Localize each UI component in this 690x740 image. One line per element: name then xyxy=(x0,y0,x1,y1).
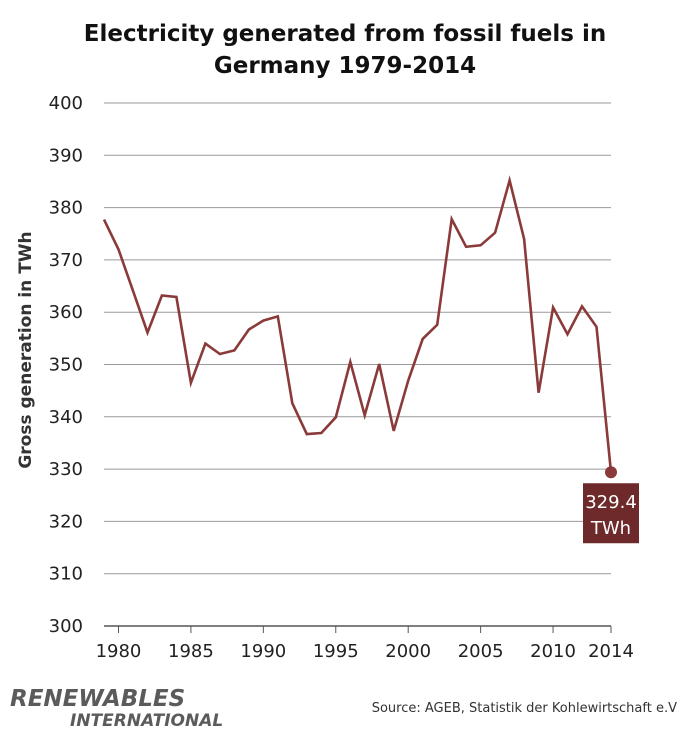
logo-line-1: RENEWABLES xyxy=(10,686,185,712)
source-note: Source: AGEB, Statistik der Kohlewirtsch… xyxy=(372,701,677,716)
y-tick-label: 360 xyxy=(49,302,83,323)
x-tick-label: 1990 xyxy=(240,641,286,662)
logo-line-2: INTERNATIONAL xyxy=(70,711,223,731)
annotation-value: 329.4 xyxy=(585,492,637,513)
x-tick-label: 1995 xyxy=(313,641,359,662)
x-tick-label: 2000 xyxy=(385,641,431,662)
y-tick-label: 400 xyxy=(49,93,83,114)
annotation-box xyxy=(583,483,639,544)
y-tick-label: 330 xyxy=(49,459,83,480)
callout: 329.4 TWh xyxy=(583,483,639,544)
y-tick-label: 300 xyxy=(49,616,83,637)
y-axis-label: Gross generation in TWh xyxy=(16,231,36,468)
y-tick-label: 390 xyxy=(49,145,83,166)
x-tick-label: 1985 xyxy=(168,641,214,662)
x-tick-labels: 1980 1985 1990 1995 2000 2005 2010 2014 xyxy=(96,626,634,662)
y-tick-label: 320 xyxy=(49,511,83,532)
y-tick-label: 310 xyxy=(49,564,83,585)
x-tick-label: 2014 xyxy=(588,641,634,662)
annotation-unit: TWh xyxy=(590,518,631,539)
y-tick-label: 370 xyxy=(49,250,83,271)
chart-title-line-1: Electricity generated from fossil fuels … xyxy=(84,21,606,47)
endpoint-marker xyxy=(605,466,617,479)
x-tick-label: 2010 xyxy=(530,641,576,662)
y-tick-label: 350 xyxy=(49,355,83,376)
x-tick-label: 2005 xyxy=(458,641,504,662)
y-tick-label: 340 xyxy=(49,407,83,428)
y-tick-labels: 300 310 320 330 340 350 360 370 380 390 400 xyxy=(49,93,83,637)
chart-title-line-2: Germany 1979-2014 xyxy=(214,53,476,79)
y-tick-label: 380 xyxy=(49,198,83,219)
series-line xyxy=(102,175,613,473)
series-layer xyxy=(102,175,617,479)
x-tick-label: 1980 xyxy=(96,641,142,662)
